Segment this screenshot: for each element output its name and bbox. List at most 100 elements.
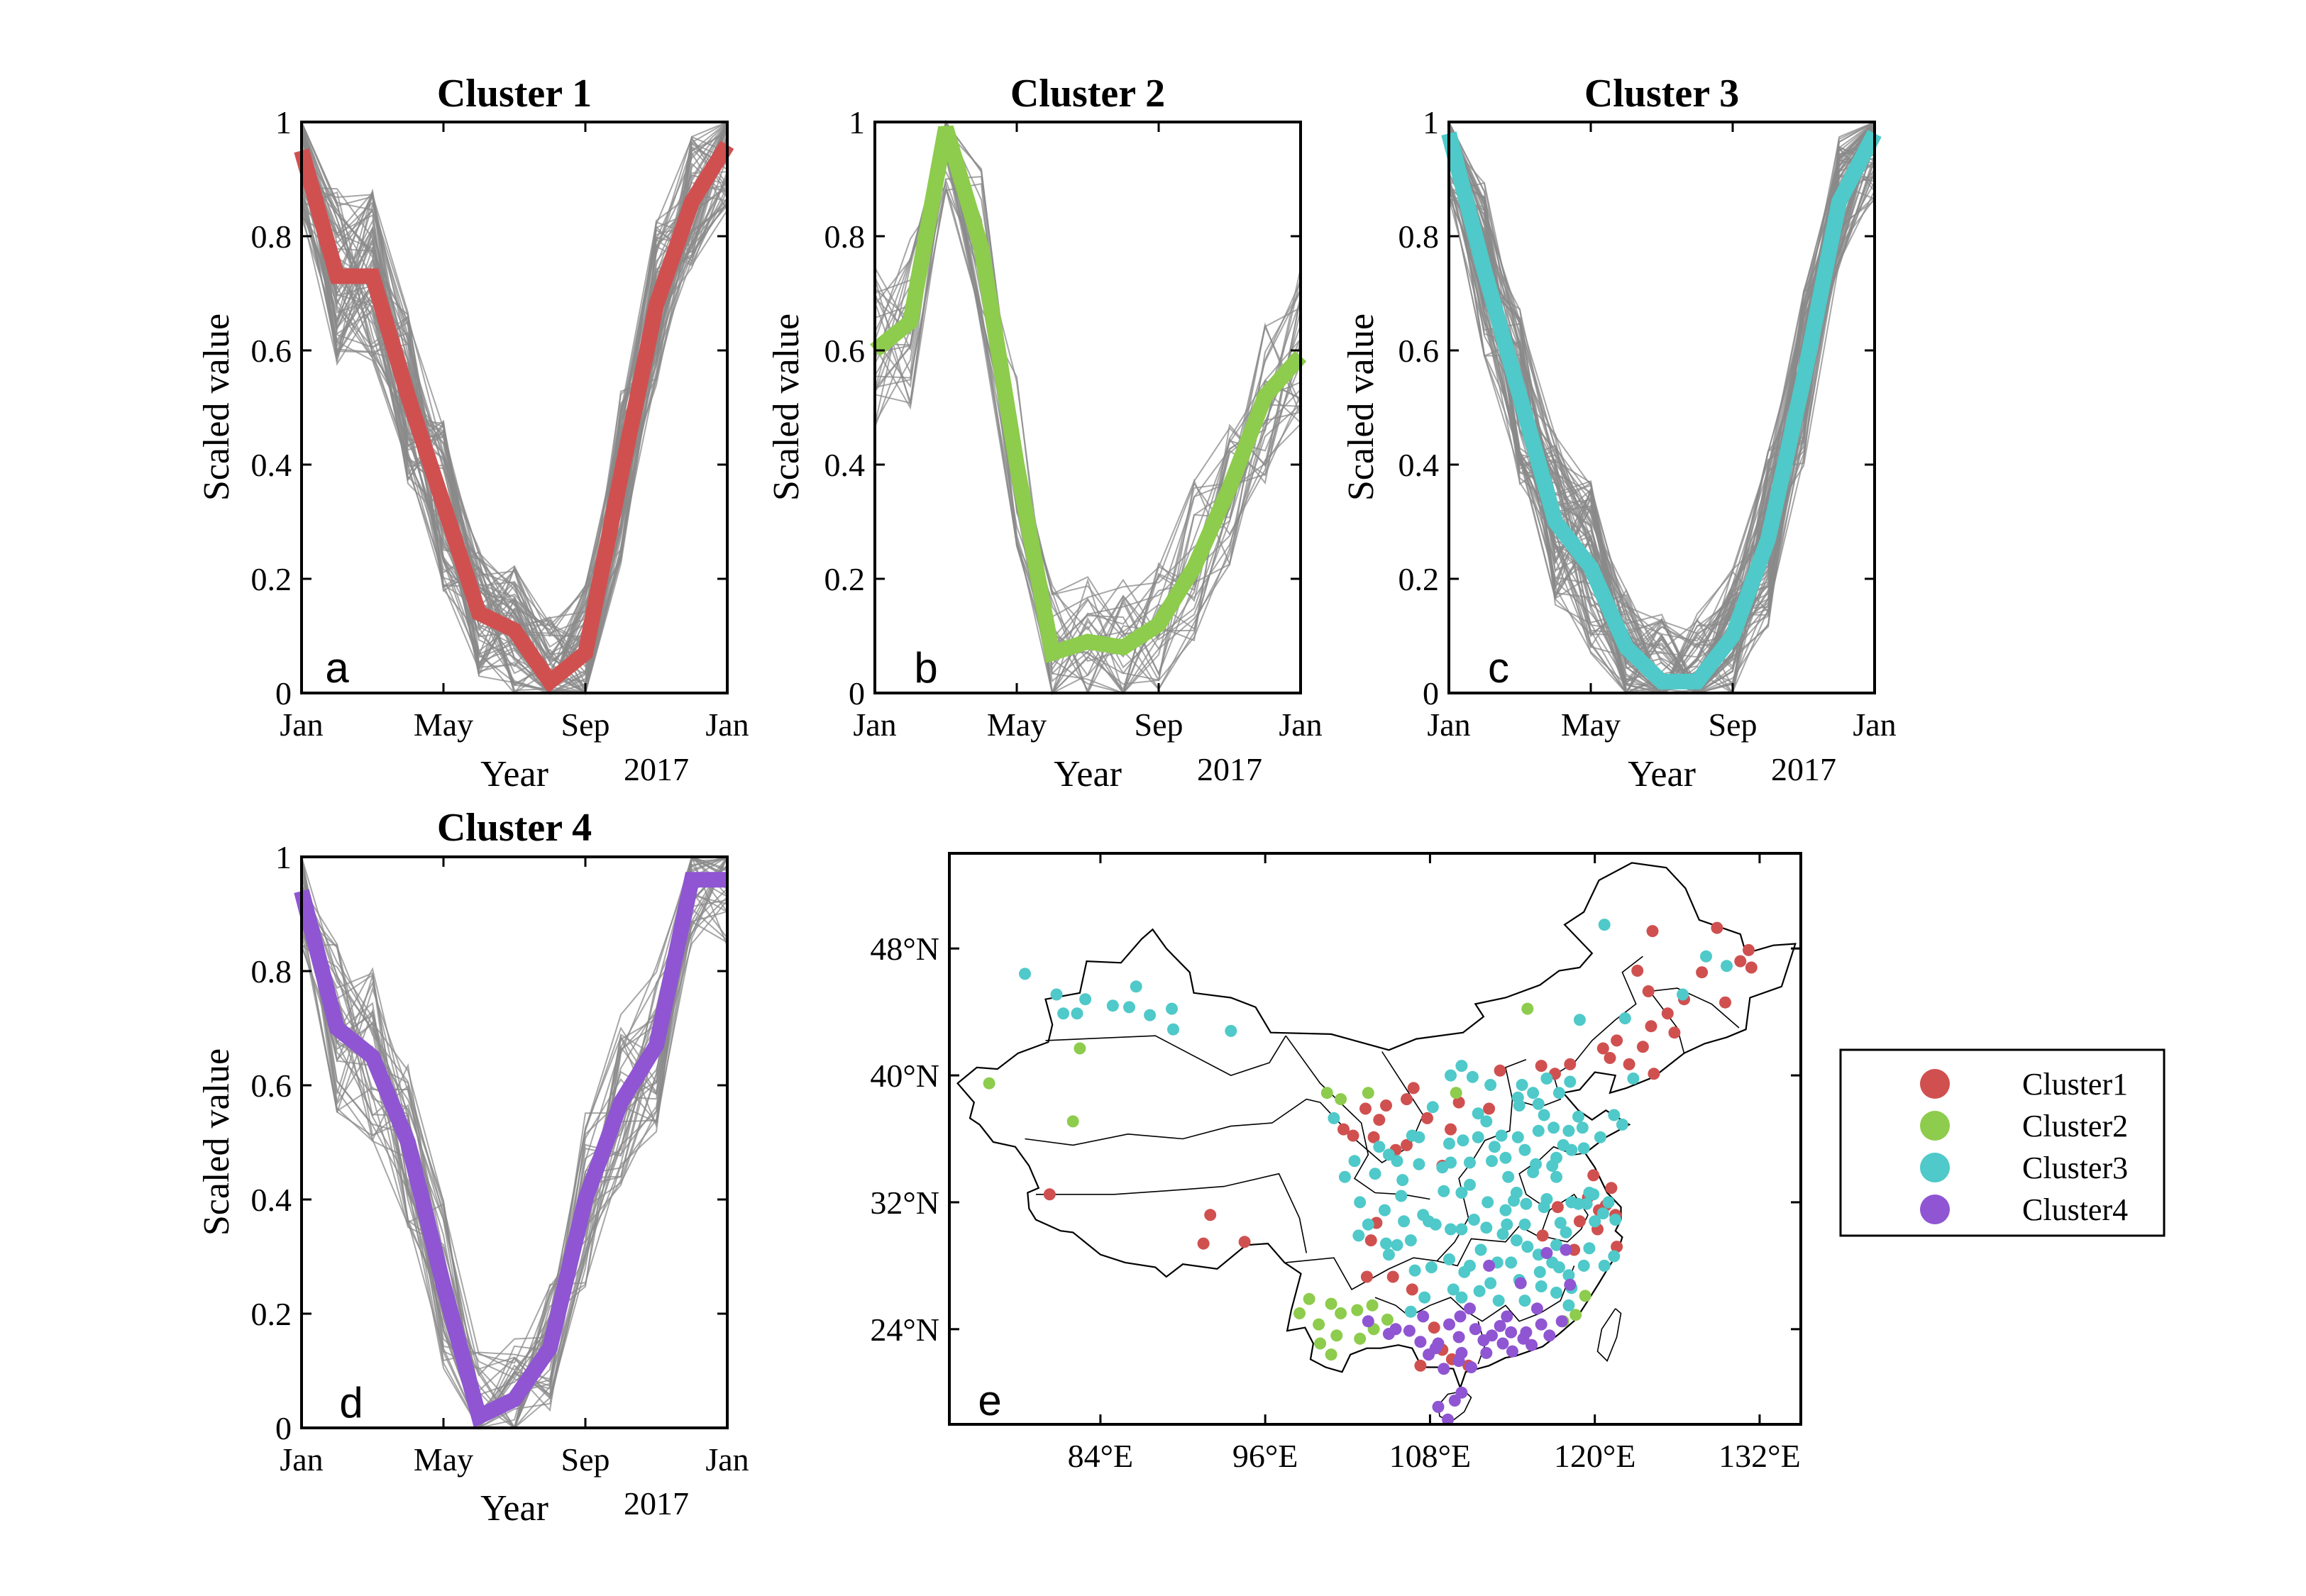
station-point-cluster3 bbox=[1362, 1218, 1374, 1231]
station-point-cluster4 bbox=[1442, 1413, 1455, 1426]
station-point-cluster1 bbox=[1347, 1129, 1359, 1142]
station-point-cluster3 bbox=[1562, 1299, 1575, 1312]
station-point-cluster1 bbox=[1406, 1283, 1418, 1296]
station-point-cluster3 bbox=[1627, 1073, 1640, 1085]
station-point-cluster1 bbox=[1604, 1052, 1616, 1064]
station-point-cluster4 bbox=[1496, 1337, 1509, 1350]
panel-b-axes-box bbox=[873, 121, 1302, 694]
panel-a-letter: a bbox=[325, 644, 349, 692]
station-point-cluster4 bbox=[1452, 1331, 1465, 1343]
panel-d-member-line bbox=[301, 855, 728, 1429]
station-point-cluster3 bbox=[1495, 1129, 1508, 1142]
x-tick-label: Jan bbox=[1279, 706, 1322, 743]
station-point-cluster1 bbox=[1745, 961, 1758, 974]
y-tick-label: 0.6 bbox=[251, 333, 292, 369]
map-axes-box bbox=[948, 852, 1802, 1426]
panel-a-member-line bbox=[301, 121, 728, 626]
legend-marker-cluster1 bbox=[1920, 1069, 1950, 1099]
x-tick-label: Sep bbox=[561, 1441, 610, 1478]
station-point-cluster3 bbox=[1406, 1129, 1418, 1142]
x-tick-label: May bbox=[414, 706, 473, 743]
station-point-cluster3 bbox=[1721, 960, 1733, 972]
station-point-cluster3 bbox=[1532, 1097, 1545, 1110]
station-point-cluster1 bbox=[1386, 1270, 1399, 1283]
panel-d-background-lines bbox=[301, 854, 728, 1431]
station-point-cluster4 bbox=[1564, 1278, 1577, 1291]
station-point-cluster1 bbox=[1204, 1209, 1217, 1221]
station-point-cluster1 bbox=[1719, 996, 1731, 1009]
legend-marker-cluster4 bbox=[1920, 1195, 1950, 1224]
panel-a-ticks bbox=[300, 121, 729, 694]
station-point-cluster3 bbox=[1447, 1283, 1460, 1296]
station-point-cluster3 bbox=[1499, 1204, 1512, 1217]
station-point-cluster4 bbox=[1506, 1345, 1518, 1358]
x-tick-label: Sep bbox=[1709, 706, 1758, 743]
station-point-cluster3 bbox=[1464, 1178, 1476, 1191]
station-point-cluster3 bbox=[1457, 1134, 1469, 1147]
panel-a-member-line bbox=[301, 121, 728, 660]
station-point-cluster1 bbox=[1661, 1007, 1674, 1020]
station-point-cluster1 bbox=[1646, 925, 1659, 938]
panel-a-xlabel: Year bbox=[480, 754, 548, 794]
y-tick-label: 0.2 bbox=[251, 1296, 292, 1332]
panel-a-axes-box bbox=[300, 121, 729, 694]
station-point-cluster3 bbox=[1482, 1196, 1494, 1209]
legend-items: Cluster1 Cluster2 Cluster3 Cluster4 bbox=[1920, 1067, 2128, 1227]
panel-d-member-line bbox=[301, 856, 728, 1429]
panel-c-title: Cluster 3 bbox=[1584, 72, 1739, 116]
panel-b-member-line bbox=[874, 186, 1301, 691]
station-point-cluster3 bbox=[1677, 988, 1689, 1001]
station-point-cluster3 bbox=[1501, 1218, 1513, 1231]
station-point-cluster1 bbox=[1611, 1241, 1623, 1253]
map-longitude-label: 132°E bbox=[1719, 1438, 1801, 1474]
y-tick-label: 0.8 bbox=[251, 218, 292, 255]
station-point-cluster3 bbox=[1071, 1007, 1083, 1020]
station-point-cluster3 bbox=[1391, 1238, 1403, 1251]
station-point-cluster3 bbox=[1502, 1170, 1515, 1183]
station-point-cluster3 bbox=[1527, 1087, 1540, 1099]
panel-d-member-line bbox=[301, 856, 728, 1429]
station-point-cluster3 bbox=[1573, 1014, 1586, 1026]
station-point-cluster1 bbox=[1483, 1102, 1496, 1115]
station-point-cluster1 bbox=[1696, 966, 1709, 979]
panel-c-x-tick-labels: Jan May Sep Jan bbox=[1427, 706, 1896, 743]
station-point-cluster4 bbox=[1520, 1326, 1533, 1339]
panel-d-letter: d bbox=[339, 1379, 363, 1426]
x-tick-label: Jan bbox=[705, 706, 749, 743]
panel-b-xlabel: Year bbox=[1054, 754, 1122, 794]
station-point-cluster3 bbox=[1550, 1286, 1562, 1299]
station-point-cluster4 bbox=[1403, 1324, 1416, 1337]
station-point-cluster3 bbox=[1521, 1241, 1534, 1253]
y-tick-label: 0.6 bbox=[251, 1068, 292, 1104]
province-border bbox=[1596, 1308, 1622, 1363]
station-point-cluster3 bbox=[1587, 1188, 1600, 1201]
panel-c-axes-box bbox=[1447, 121, 1876, 694]
station-point-cluster4 bbox=[1448, 1395, 1461, 1407]
panel-d-xlabel: Year bbox=[480, 1488, 548, 1529]
station-point-cluster3 bbox=[1429, 1218, 1442, 1231]
panel-d-member-line bbox=[301, 857, 728, 1364]
station-point-cluster2 bbox=[1362, 1087, 1374, 1099]
station-point-cluster3 bbox=[1516, 1079, 1528, 1091]
station-point-cluster3 bbox=[1532, 1124, 1545, 1137]
station-point-cluster3 bbox=[1391, 1155, 1403, 1168]
legend-label-cluster2: Cluster2 bbox=[2022, 1109, 2128, 1143]
station-point-cluster4 bbox=[1414, 1336, 1427, 1348]
station-point-cluster4 bbox=[1540, 1247, 1553, 1259]
panel-e-letter: e bbox=[978, 1377, 1001, 1424]
panel-a-member-line bbox=[301, 138, 728, 634]
panel-c: Cluster 3 0 0.2 0.4 0.6 0.8 1 Jan May Sep Jan Sc… bbox=[1341, 72, 1897, 794]
station-point-cluster3 bbox=[1557, 1138, 1569, 1151]
panel-a-x-tick-labels: Jan May Sep Jan bbox=[280, 706, 749, 743]
station-point-cluster4 bbox=[1555, 1315, 1568, 1328]
station-point-cluster1 bbox=[1734, 955, 1747, 968]
panel-b-member-line bbox=[874, 177, 1301, 638]
station-point-cluster3 bbox=[1413, 1158, 1425, 1170]
station-point-cluster3 bbox=[1518, 1143, 1531, 1156]
station-point-cluster4 bbox=[1417, 1310, 1430, 1323]
station-point-cluster3 bbox=[1598, 919, 1611, 931]
panel-b-member-line bbox=[874, 176, 1301, 694]
station-point-cluster3 bbox=[1445, 1156, 1457, 1169]
station-point-cluster3 bbox=[1466, 1070, 1479, 1083]
map-latitude-label: 32°N bbox=[870, 1185, 939, 1221]
